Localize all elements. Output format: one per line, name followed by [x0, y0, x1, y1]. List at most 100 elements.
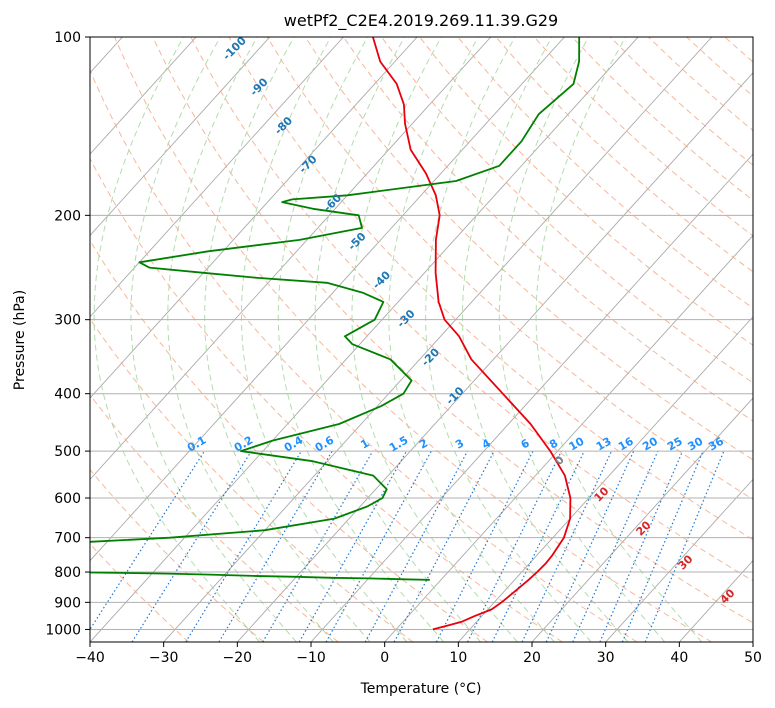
mixing-ratio-label: 6: [519, 436, 532, 451]
isotherm-line: [90, 37, 639, 642]
y-tick-label: 800: [54, 565, 81, 581]
dry-adiabat-label: -100: [220, 34, 249, 63]
x-tick-label: 10: [449, 650, 467, 666]
mixing-ratio-line: [298, 450, 408, 642]
isotherm-line: [163, 37, 713, 642]
y-tick-label: 900: [54, 595, 81, 611]
dry-adiabat-line: [114, 37, 712, 642]
dry-adiabat-line: [90, 468, 264, 642]
dry-adiabat-label: -20: [419, 345, 442, 368]
isotherm-line: [90, 37, 344, 318]
mixing-ratio-line: [325, 450, 432, 642]
plot-frame: [89, 36, 754, 643]
mixing-ratio-line: [599, 450, 684, 642]
y-tick-label: 600: [54, 491, 81, 507]
dry-adiabat-line: [266, 37, 753, 500]
moist-adiabat-line: [130, 37, 297, 642]
isotherm-line: [531, 397, 753, 642]
isotherm-line: [90, 37, 418, 399]
isotherm-line: [605, 478, 753, 642]
chart-title: wetPf2_C2E4.2019.269.11.39.G29: [284, 11, 558, 31]
dry-adiabat-label: 10: [592, 484, 612, 504]
x-tick-label: −10: [296, 650, 326, 666]
mixing-ratio-label: 2: [417, 437, 430, 452]
mixing-ratio-label: 3: [453, 437, 466, 452]
x-axis-label: Temperature (°C): [360, 681, 482, 697]
moist-adiabat-line: [167, 37, 334, 642]
y-tick-label: 500: [54, 444, 81, 460]
isotherm-line: [384, 234, 753, 642]
dry-adiabat-line: [609, 37, 753, 166]
mixing-ratio-line: [545, 450, 635, 642]
mixing-ratio-line: [521, 450, 613, 642]
dry-adiabat-line: [90, 394, 339, 642]
y-tick-label: 1000: [45, 622, 81, 638]
dewpoint-trace: [90, 37, 581, 581]
moist-adiabat-line: [314, 37, 481, 642]
moist-adiabat-line: [462, 37, 629, 642]
y-tick-label: 200: [54, 208, 81, 224]
isotherm-line: [90, 37, 197, 155]
temperature-trace: [372, 37, 572, 631]
dry-adiabat-label: -70: [296, 152, 319, 175]
mixing-ratio-line: [185, 450, 302, 642]
x-tick-label: −20: [223, 650, 253, 666]
mixing-ratio-label: 4: [480, 436, 493, 451]
isotherm-line: [236, 72, 753, 642]
dry-adiabat-line: [381, 37, 753, 384]
moist-adiabat-line: [388, 37, 555, 642]
dry-adiabat-line: [90, 239, 488, 642]
moist-adiabat-line: [351, 37, 518, 642]
y-axis-label: Pressure (hPa): [12, 290, 28, 390]
dry-adiabat-label: 20: [634, 518, 654, 538]
dry-adiabat-line: [90, 157, 563, 642]
dry-adiabat-line: [533, 37, 753, 237]
moist-adiabat-line: [535, 37, 702, 642]
dry-adiabat-line: [90, 543, 190, 642]
isotherm-line: [90, 37, 271, 237]
dry-adiabat-line: [457, 37, 753, 309]
x-tick-label: 40: [670, 650, 688, 666]
isotherm-line: [752, 641, 753, 642]
x-tick-label: 30: [597, 650, 615, 666]
y-tick-label: 300: [54, 313, 81, 329]
mixing-ratio-line: [572, 450, 659, 642]
moist-adiabat-line: [241, 37, 408, 642]
dry-adiabat-label: -80: [272, 114, 295, 137]
y-axis: 100 200 300 400 500 600 700 800 900 1000: [45, 30, 90, 638]
dry-adiabat-label: -30: [394, 307, 417, 330]
y-tick-label: 400: [54, 387, 81, 403]
isotherm-line: [90, 37, 492, 481]
dry-adiabat-line: [686, 37, 753, 97]
moist-adiabat-line: [425, 37, 592, 642]
dry-adiabat-label: -90: [247, 75, 270, 98]
dry-adiabat-line: [419, 37, 753, 346]
mixing-ratio-line: [466, 450, 563, 642]
y-tick-label: 100: [54, 30, 81, 46]
moist-adiabat-line: [93, 37, 260, 642]
dry-adiabat-label: 40: [718, 586, 738, 606]
mixing-ratio-line: [364, 450, 469, 642]
mixing-ratio-line: [131, 450, 252, 642]
dry-adiabat-line: [90, 318, 414, 642]
pressure-grid: [90, 37, 753, 630]
dry-adiabat-label: 30: [676, 552, 696, 572]
x-tick-label: 0: [380, 650, 389, 666]
dry-adiabat-label: -10: [443, 384, 466, 407]
x-tick-label: −40: [75, 650, 105, 666]
x-tick-label: 50: [744, 650, 762, 666]
profile-traces: [90, 37, 581, 631]
dry-adiabat-line: [648, 37, 753, 132]
mixing-ratio-line: [644, 450, 725, 642]
mixing-ratio-line: [621, 450, 704, 642]
mixing-ratio-line: [491, 450, 585, 642]
mixing-ratio-line: [90, 450, 205, 631]
x-tick-label: 20: [523, 650, 541, 666]
moist-adiabat-line: [498, 37, 666, 642]
dry-adiabat-line: [228, 37, 753, 541]
background-lines: [90, 37, 775, 642]
dry-adiabat-line: [763, 37, 775, 642]
x-tick-label: −30: [149, 650, 179, 666]
dry-adiabat-line: [495, 37, 753, 273]
